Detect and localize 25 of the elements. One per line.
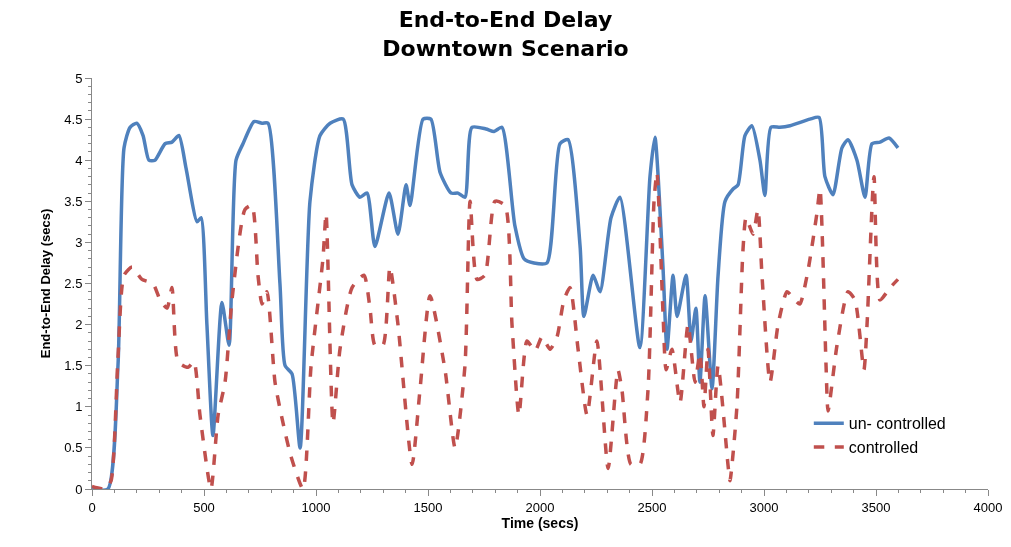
y-tick-label: 0 [75,481,83,497]
y-tick-label: 3 [75,234,83,250]
x-tick-label: 0 [88,499,96,515]
legend-label: un- controlled [848,415,946,433]
y-tick-label: 4.5 [64,111,83,127]
y-tick-label: 4 [75,152,83,168]
y-tick-label: 0.5 [64,440,83,456]
x-tick-label: 3500 [861,499,891,515]
y-tick-label: 2.5 [64,276,83,292]
x-tick-label: 4000 [973,499,1003,515]
y-tick-label: 1 [75,399,83,415]
y-tick-label: 3.5 [64,193,83,209]
x-tick-label: 1500 [413,499,443,515]
x-tick-label: 500 [193,499,215,515]
x-axis-title: Time (secs) [501,514,579,531]
y-axis-title: End-to-End Delay (secs) [38,208,54,359]
x-tick-label: 2500 [637,499,667,515]
chart-title: End-to-End Delay Downtown Scenario [382,7,629,61]
y-tick-label: 2 [75,317,83,333]
y-tick-label: 1.5 [64,358,83,374]
x-tick-label: 3000 [749,499,779,515]
y-tick-label: 5 [75,70,83,86]
legend-label: controlled [848,439,919,457]
x-tick-label: 1000 [301,499,331,515]
x-tick-label: 2000 [525,499,555,515]
